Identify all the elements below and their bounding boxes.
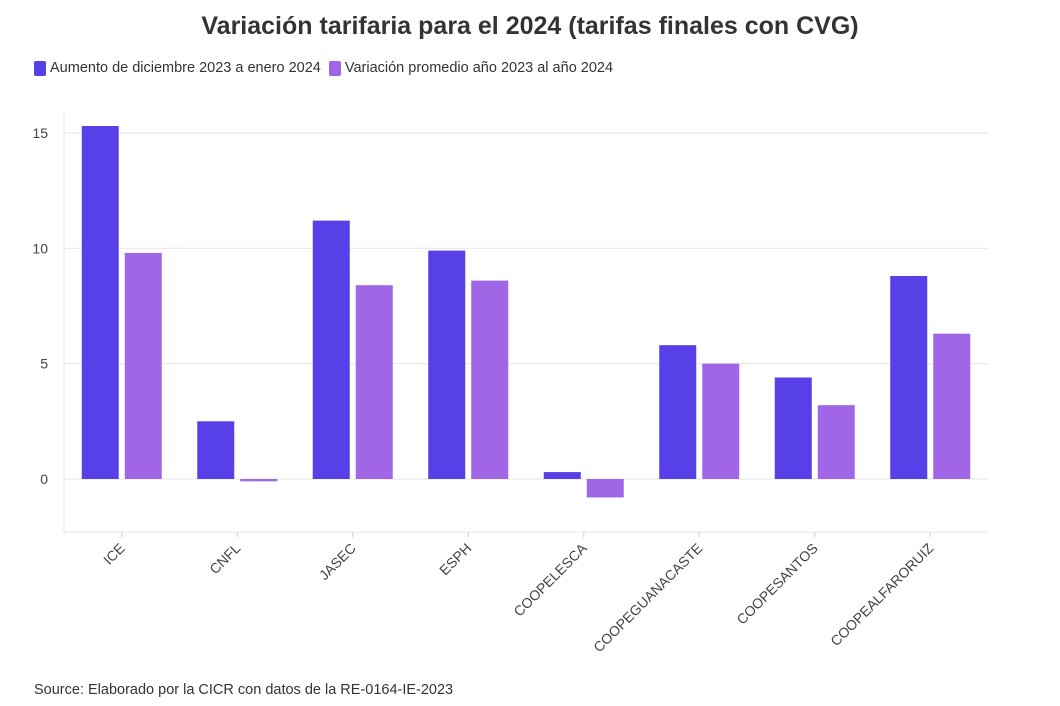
bar-coopeguanacaste-series-1 bbox=[659, 345, 697, 479]
legend-item-series-2[interactable]: Variación promedio año 2023 al año 2024 bbox=[328, 60, 614, 76]
bar-cnfl-series-2 bbox=[240, 479, 278, 482]
y-tick-label-0: 0 bbox=[40, 471, 48, 487]
x-tick-label-coopealfaroruiz: COOPEALFARORUIZ bbox=[827, 540, 937, 650]
source-note: Source: Elaborado por la CICR con datos … bbox=[34, 682, 454, 698]
bar-coopelesca-series-1 bbox=[543, 472, 581, 479]
legend-label-series-1: Aumento de diciembre 2023 a enero 2024 bbox=[50, 60, 321, 76]
bar-coopesantos-series-2 bbox=[817, 405, 855, 479]
legend-item-series-1[interactable]: Aumento de diciembre 2023 a enero 2024 bbox=[34, 60, 321, 76]
x-tick-label-ice: ICE bbox=[100, 540, 128, 568]
x-tick-label-coopelesca: COOPELESCA bbox=[510, 539, 590, 619]
bar-ice-series-2 bbox=[124, 252, 162, 479]
y-tick-label-2: 10 bbox=[32, 240, 48, 256]
bar-esph-series-2 bbox=[471, 280, 509, 479]
x-tick-label-coopeguanacaste: COOPEGUANACASTE bbox=[590, 540, 705, 655]
bar-jasec-series-2 bbox=[355, 285, 393, 479]
bar-ice-series-1 bbox=[81, 126, 119, 480]
bar-coopeguanacaste-series-2 bbox=[702, 363, 740, 479]
bar-coopesantos-series-1 bbox=[774, 377, 812, 479]
chart-title: Variación tarifaria para el 2024 (tarifa… bbox=[201, 12, 859, 40]
x-tick-label-esph: ESPH bbox=[436, 540, 474, 578]
legend-label-series-2: Variación promedio año 2023 al año 2024 bbox=[344, 60, 614, 76]
bar-cnfl-series-1 bbox=[197, 421, 235, 479]
legend-swatch-series-2 bbox=[328, 60, 341, 76]
y-tick-label-3: 15 bbox=[32, 125, 48, 141]
legend-swatch-series-1 bbox=[34, 60, 46, 76]
x-tick-label-jasec: JASEC bbox=[316, 540, 359, 583]
bar-jasec-series-1 bbox=[312, 220, 350, 479]
bar-coopealfaroruiz-series-1 bbox=[890, 275, 928, 479]
legend: Aumento de diciembre 2023 a enero 2024 V… bbox=[34, 60, 621, 76]
x-tick-label-cnfl: CNFL bbox=[206, 540, 243, 577]
bar-coopelesca-series-2 bbox=[586, 479, 624, 498]
bar-coopealfaroruiz-series-2 bbox=[933, 333, 971, 479]
bar-esph-series-1 bbox=[428, 250, 466, 479]
x-tick-label-coopesantos: COOPESANTOS bbox=[733, 540, 821, 628]
y-tick-label-1: 5 bbox=[40, 356, 48, 372]
